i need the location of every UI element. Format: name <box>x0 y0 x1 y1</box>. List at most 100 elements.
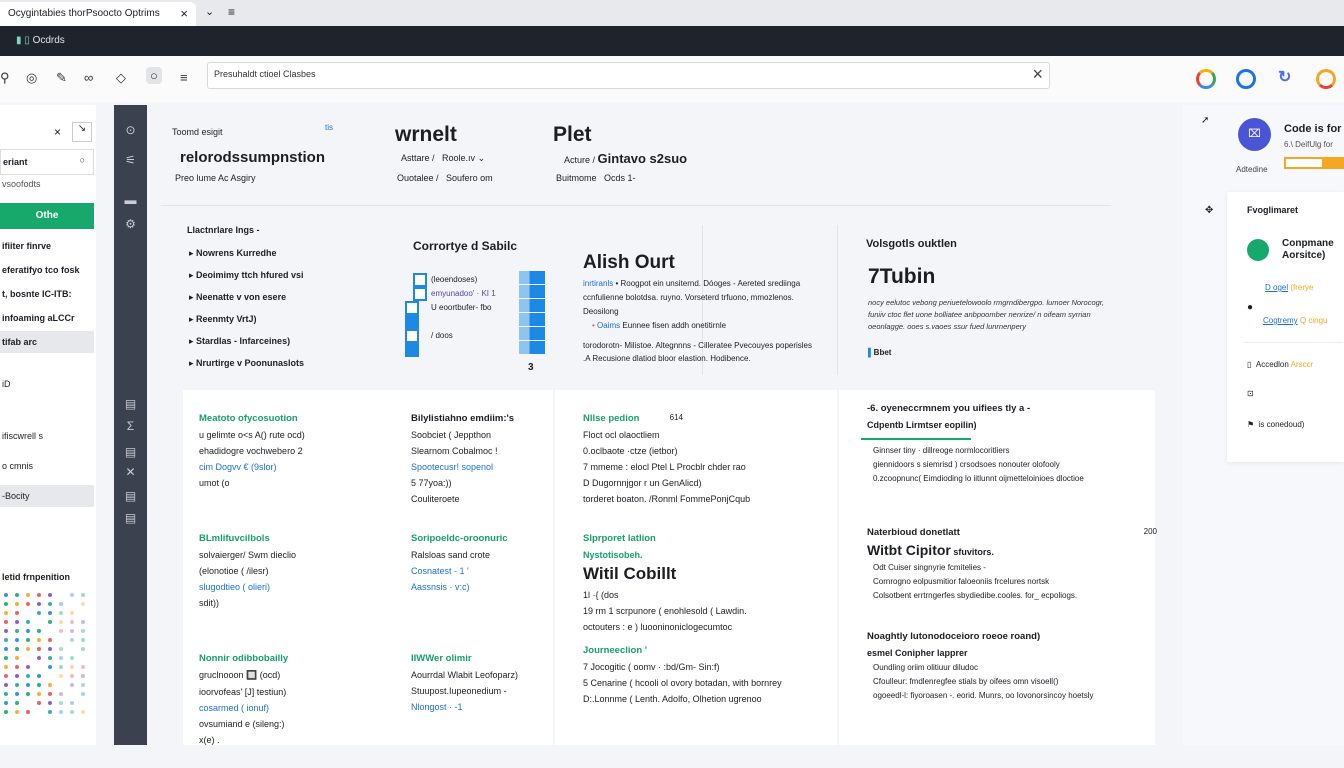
search-icon[interactable]: ⚲ <box>0 70 10 85</box>
grid-cell-line: u gelimte o<s A() rute ocd) <box>199 430 305 440</box>
rp-row-3[interactable]: ▯ Accedlon Arsccr <box>1247 360 1314 369</box>
grid-cell-line[interactable]: sdit)) <box>199 598 219 608</box>
grid-cell-line[interactable]: umot (o <box>199 478 230 488</box>
left-list-item[interactable]: tifab arc <box>0 331 94 353</box>
checkbox[interactable] <box>413 287 427 301</box>
section1-item[interactable]: ▸ Stardlas - Infarceines) <box>189 336 304 347</box>
grid-cell-line[interactable]: Slearnom Cobalmoc ! <box>411 446 498 456</box>
left-list-item[interactable]: -Bocity <box>0 485 94 507</box>
grid-cell-line[interactable]: (elonotioe ( /ilesr) <box>199 566 269 576</box>
left-list-item[interactable]: t, bosnte IC-ITB: <box>2 289 72 299</box>
section1-item[interactable]: ▸ Deoimimy ttch hfured vsi <box>189 270 304 281</box>
grid-cell-line[interactable]: 0.oclbaote ·ctze (ietbor) <box>583 446 678 456</box>
left-list-item[interactable]: eferatifyo tco fosk <box>2 265 80 275</box>
grid-cell-line[interactable]: ehadidogre vochwebero 2 <box>199 446 303 456</box>
edit-icon[interactable]: ✎ <box>56 70 67 85</box>
checkbox[interactable] <box>413 273 427 287</box>
section1-item[interactable]: ▸ Nrurtirge v Poonunaslots <box>189 358 304 369</box>
checkbox[interactable] <box>405 301 419 315</box>
grid-cell-line[interactable]: 5 Cenarine ( hcooli ol ovory botadan, wi… <box>583 678 782 688</box>
chart-dot <box>59 665 63 669</box>
info-icon[interactable]: ⊙ <box>125 123 136 137</box>
col2-row2: Ouotalee / Soufero om <box>397 173 493 183</box>
section2-row-label: emyunadoo' · KI 1 <box>431 289 496 298</box>
record-icon[interactable]: ◎ <box>26 70 38 85</box>
rp-row-2[interactable]: Cogtremy Q cingu <box>1263 316 1328 325</box>
section4-tag[interactable]: ▌Bbet <box>868 348 892 357</box>
settings-icon[interactable]: ⚙ <box>125 217 136 231</box>
section1-item[interactable]: ▸ Nowrens Kurredhe <box>189 248 304 259</box>
rp-card: Fvoglimaret Conpmane Aorsitce) D ogel (f… <box>1227 192 1344 462</box>
grid-cell-line[interactable]: ioorvofeas' [J] testiun) <box>199 687 287 697</box>
grid-icon[interactable]: ▤ <box>124 445 137 459</box>
grid-cell-title: Nllse pedion <box>583 413 640 424</box>
checkbox[interactable] <box>405 315 419 329</box>
grid-cell-line: 7 mmeme : elocl Ptel L Procblr chder rao <box>583 462 746 472</box>
left-list-item[interactable]: ifiiter finrve <box>2 241 52 251</box>
close-icon[interactable]: ✕ <box>125 465 136 479</box>
extension-icon-1[interactable] <box>1196 69 1216 89</box>
grid-cell: Bilylistiahno emdiim:'s Soobciet ( Jeppth… <box>411 413 611 504</box>
move-icon[interactable]: ✥ <box>1205 205 1214 216</box>
rp-row-5[interactable]: ⚑ is conedoud) <box>1247 420 1305 429</box>
extension-icon-2[interactable] <box>1236 69 1256 89</box>
primary-button[interactable]: Othe <box>0 203 94 229</box>
grid-cell-line: torderet boaton. /Ronml FommePonjCqub <box>583 494 751 504</box>
section3-link[interactable]: inrtiranls <box>583 279 614 288</box>
grid-cell-line: Ralsloas sand crote <box>411 550 491 560</box>
link-icon[interactable]: ∞ <box>84 70 94 85</box>
tab-title: Ocygintabies thorPsoocto Optrims <box>8 8 160 19</box>
chart-dot <box>48 683 52 687</box>
panel-icon[interactable]: ▤ <box>124 511 137 525</box>
grid-cell-line[interactable]: giennidoors s siemrisd ) crsodsoes nonou… <box>873 460 1060 469</box>
header-badge[interactable]: tis <box>325 123 333 132</box>
menu-icon[interactable]: ≡ <box>228 5 236 19</box>
chart-dot <box>70 674 74 678</box>
grid-cell-line: Soobciet ( Jeppthon <box>411 430 492 440</box>
divider <box>702 225 703 375</box>
tag-icon[interactable]: ◇ <box>116 70 126 85</box>
grid-cell-line: Aourrdal Wlabit Leofoparz) <box>411 670 519 680</box>
tools-icon[interactable]: ⚟ <box>125 153 136 167</box>
grid-cell-line[interactable]: D Dugornnjgor r un GenAlicd) <box>583 478 702 488</box>
close-icon[interactable]: × <box>54 125 62 139</box>
grid-cell-line[interactable]: Cosnatest - 1 ' <box>411 566 469 576</box>
chart-dot <box>26 692 30 696</box>
clear-address-icon[interactable]: × <box>1032 64 1043 84</box>
section1-item-label: Stardlas - Infarceines) <box>196 336 291 346</box>
chevron-down-icon[interactable]: ⌄ <box>205 6 215 18</box>
search-field[interactable]: eriant ○ <box>0 149 94 175</box>
database-icon[interactable]: ▬ <box>124 193 137 207</box>
grid-cell-line[interactable]: 19 rm 1 scrpunore ( enohlesold ( Lawdin. <box>583 606 747 616</box>
section1-item[interactable]: ▸ Reenmty VrtJ) <box>189 314 304 325</box>
checkbox[interactable] <box>405 343 419 357</box>
phone-icon[interactable]: ↘ <box>72 122 92 142</box>
grid-cell-line[interactable]: Stuupost.Iupeonedium - <box>411 686 507 696</box>
section1-item[interactable]: ▸ Neenatte v von esere <box>189 292 304 303</box>
table-icon[interactable]: ▤ <box>124 397 137 411</box>
left-list-item[interactable]: o cmnis <box>2 461 34 471</box>
grid-cell: Soripoeldc-oroonuric Ralsloas sand crote C… <box>411 533 611 592</box>
left-list-item[interactable]: infoaming aLCCr <box>2 313 75 323</box>
checkbox[interactable] <box>405 329 419 343</box>
grid-cell-line[interactable]: Cfoulleur: fmdlenregfee stials by oifees… <box>873 677 1059 686</box>
grid-cell-line[interactable]: Cornrogno eolpusmitior faloeoniis frcelu… <box>873 577 1050 586</box>
left-list-item[interactable]: iD <box>2 379 11 389</box>
arrow-icon[interactable]: ➚ <box>1201 115 1210 126</box>
grid-cell-line[interactable]: 5 77yoa:)) <box>411 478 452 488</box>
close-tab-icon[interactable]: × <box>180 6 188 21</box>
left-list-item[interactable]: ifiscwrell s <box>2 431 44 441</box>
rp-row-1[interactable]: D ogel (frerye <box>1265 283 1314 292</box>
chart-dot <box>4 656 8 660</box>
comment-icon[interactable]: ○ <box>146 67 162 84</box>
extension-icon-3[interactable] <box>1316 69 1336 89</box>
browser-tab[interactable]: Ocygintabies thorPsoocto Optrims × <box>0 2 196 26</box>
list-icon[interactable]: ≡ <box>180 70 188 85</box>
sigma-icon[interactable]: Σ <box>126 419 135 433</box>
bar-mark <box>519 341 545 354</box>
avatar[interactable]: ⌧ <box>1238 118 1271 151</box>
refresh-icon[interactable]: ↻ <box>1278 69 1292 86</box>
calendar-icon[interactable]: ▤ <box>124 489 137 503</box>
address-input[interactable]: Presuhaldt ctioel Clasbes × <box>207 62 1050 89</box>
grid-cell-line[interactable]: ovsumiand e (sileng:) <box>199 719 285 729</box>
